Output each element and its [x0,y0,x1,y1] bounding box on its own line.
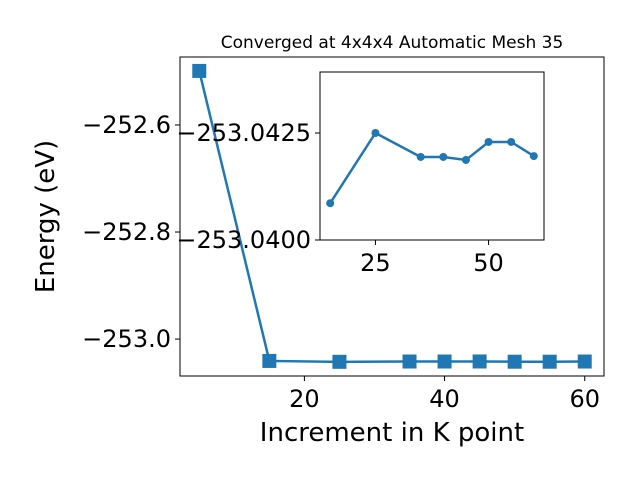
marker [437,354,452,369]
marker [192,63,207,78]
marker [461,155,470,164]
marker [332,354,347,369]
y-tick-label: −253.0400 [176,226,311,254]
marker [472,354,487,369]
marker [402,354,417,369]
x-tick-label: 50 [473,249,504,277]
y-tick-label: −253.0425 [176,119,311,147]
marker [507,137,516,146]
y-axis-label: Energy (eV) [31,140,61,293]
y-tick-label: −252.8 [82,218,171,246]
marker [262,353,277,368]
x-tick-label: 25 [360,249,391,277]
marker [542,354,557,369]
x-tick-label: 40 [429,385,460,413]
marker [439,152,448,161]
x-axis-label: Increment in K point [260,418,524,448]
x-tick-label: 60 [569,385,600,413]
marker [416,152,425,161]
chart-title: Converged at 4x4x4 Automatic Mesh 35 [221,33,564,53]
y-tick-label: −253.0 [82,325,171,353]
marker [529,152,538,161]
x-tick-label: 20 [289,385,320,413]
marker [326,199,335,208]
marker [484,137,493,146]
marker [577,354,592,369]
marker [507,354,522,369]
marker [371,128,380,137]
y-tick-label: −252.6 [82,111,171,139]
